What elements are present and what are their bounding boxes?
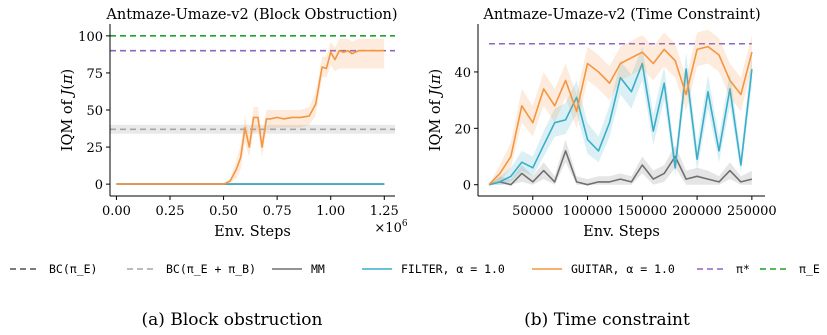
legend-label: BC(π_E) [49, 262, 97, 276]
legend-label: π_E [799, 262, 820, 276]
y-tick-label: 20 [454, 122, 471, 137]
confidence-band-filter [489, 46, 752, 185]
legend: BC(π_E) BC(π_E + π_B) MM FILTER, α = 1.0 GUI… [10, 262, 820, 276]
x-tick-label: 0.75 [263, 204, 292, 219]
confidence-band-guitar [116, 38, 385, 185]
x-axis-label: Env. Steps [214, 224, 291, 240]
legend-label: MM [311, 262, 325, 276]
x-axis-label: Env. Steps [583, 224, 660, 240]
legend-item-optimal: π* [697, 262, 750, 276]
y-tick-label: 25 [86, 141, 103, 156]
x-tick-label: 0.50 [209, 204, 238, 219]
legend-item-guitar: GUITAR, α = 1.0 [532, 262, 675, 276]
legend-item-mm: MM [272, 262, 325, 276]
legend-item-bc_expert: BC(π_E) [10, 262, 97, 276]
x-tick-label: 150000 [617, 204, 667, 219]
chart-title: Antmaze-Umaze-v2 (Block Obstruction) [105, 7, 397, 23]
y-tick-label: 40 [454, 66, 471, 81]
panel-caption: (a) Block obstruction [142, 310, 323, 330]
series-line-filter [488, 62, 753, 186]
chart-panel-a: Antmaze-Umaze-v2 (Block Obstruction) 0 25 5… [60, 7, 408, 330]
legend-item-expert: π_E [760, 262, 820, 276]
legend-label: BC(π_E + π_B) [166, 262, 256, 276]
chart-panel-b: Antmaze-Umaze-v2 (Time Constraint) 0 20 40 5… [428, 7, 777, 330]
legend-label: FILTER, α = 1.0 [401, 262, 505, 276]
x-tick-label: 50000 [512, 204, 553, 219]
y-axis-label: IQM of J(π) [428, 69, 444, 151]
y-tick-label: 0 [95, 178, 103, 193]
chart-title: Antmaze-Umaze-v2 (Time Constraint) [482, 7, 760, 23]
x-scale-label: ×106 [374, 219, 407, 236]
x-tick-label: 0.25 [156, 204, 185, 219]
y-tick-label: 0 [463, 179, 471, 194]
legend-item-filter: FILTER, α = 1.0 [362, 262, 505, 276]
panel-caption: (b) Time constraint [524, 310, 690, 330]
series-line-guitar [116, 49, 385, 185]
legend-label: π* [736, 262, 750, 276]
x-tick-label: 0.00 [102, 204, 131, 219]
x-tick-label: 200000 [672, 204, 722, 219]
confidence-band-guitar [489, 29, 752, 185]
x-tick-label: 1.25 [370, 204, 399, 219]
y-tick-label: 100 [78, 30, 103, 45]
x-tick-label: 100000 [563, 204, 613, 219]
y-axis-label: IQM of J(π) [60, 69, 76, 151]
x-tick-label: 1.00 [316, 204, 345, 219]
series-line-mm [488, 150, 753, 186]
confidence-band-mm [489, 139, 752, 185]
legend-item-bc_mixed: BC(π_E + π_B) [127, 262, 256, 276]
legend-label: GUITAR, α = 1.0 [571, 262, 675, 276]
series-line-guitar [488, 45, 753, 186]
y-tick-label: 50 [86, 104, 103, 119]
y-tick-label: 75 [86, 67, 103, 82]
x-tick-label: 250000 [727, 204, 777, 219]
